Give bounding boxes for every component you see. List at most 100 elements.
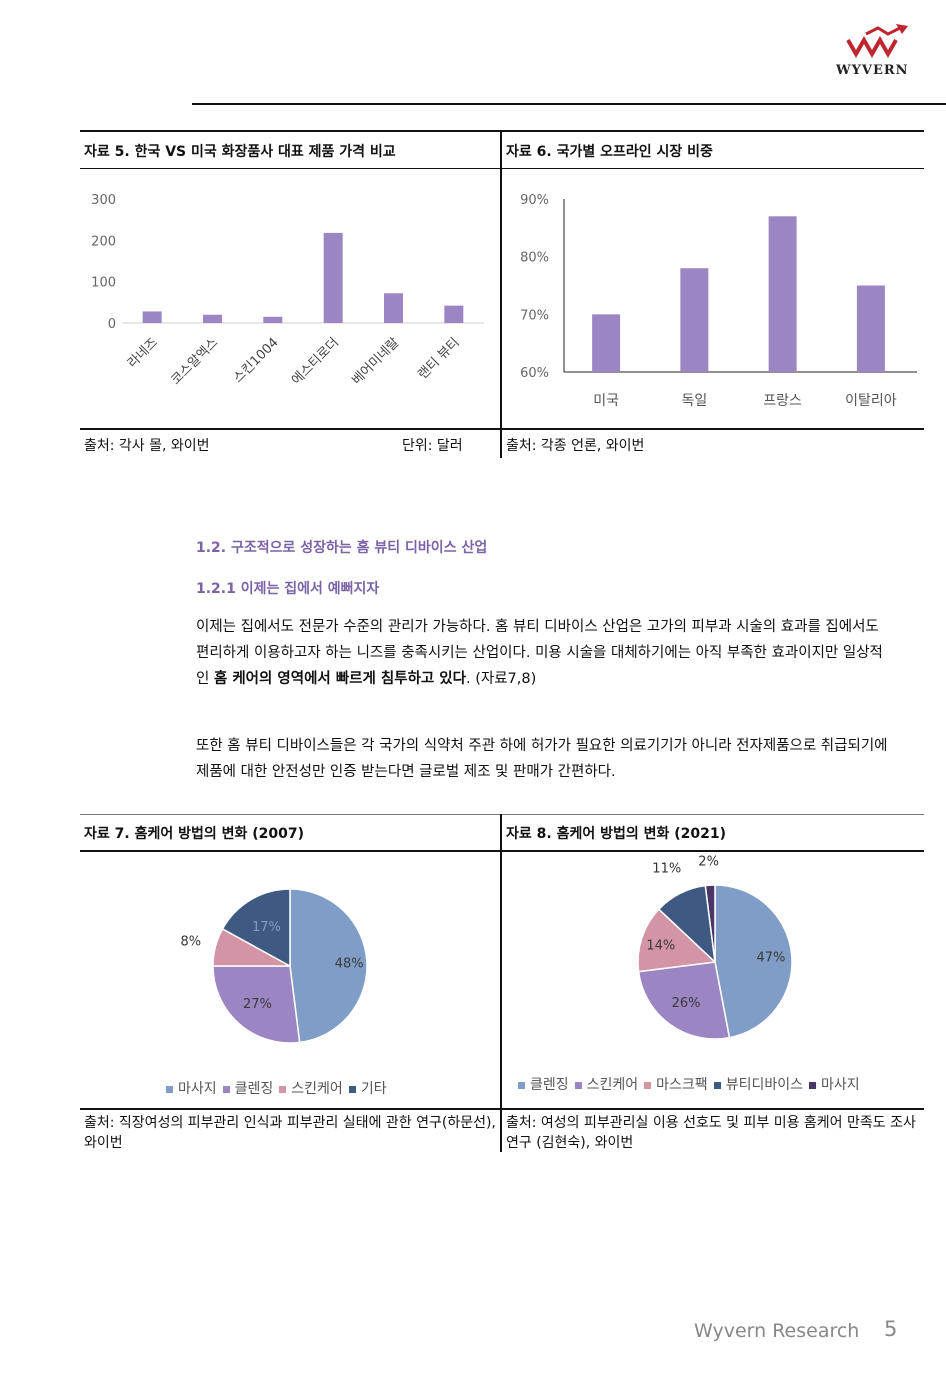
figure6-bar-chart: 60% 70% 80% 90% 미국 독일 프랑스 이탈리아 <box>520 193 917 409</box>
x-tick-label: 독일 <box>681 393 707 409</box>
legend-swatch <box>166 1085 173 1093</box>
figure7-pie-chart: 48% 27% 8% 17% <box>180 888 368 1044</box>
legend-item: 클렌징 <box>222 1081 274 1097</box>
figure7-source: 출처: 직장여성의 피부관리 인식과 피부관리 실태에 관한 연구(하문선), … <box>84 1115 496 1151</box>
wyvern-logo-icon <box>846 24 908 59</box>
slice-label: 8% <box>180 935 201 950</box>
legend-swatch <box>644 1081 652 1089</box>
bar <box>680 268 709 372</box>
y-tick-label: 90% <box>520 193 549 208</box>
legend-item: 마사지 <box>808 1077 860 1093</box>
section-heading: 1.2. 구조적으로 성장하는 홈 뷰티 디바이스 산업 <box>196 540 488 556</box>
legend-swatch <box>279 1085 287 1093</box>
legend-label: 스킨케어 <box>291 1081 343 1097</box>
header-rule <box>192 103 946 105</box>
legend-item: 마사지 <box>166 1081 217 1097</box>
legend-swatch <box>222 1085 230 1093</box>
x-tick-label: 에스티로더 <box>289 335 342 388</box>
y-tick-label: 100 <box>91 276 116 291</box>
legend-label: 마사지 <box>820 1077 860 1093</box>
legend-swatch <box>518 1081 525 1089</box>
legend-label: 마사지 <box>178 1081 217 1097</box>
legend-label: 마스크팩 <box>656 1077 708 1093</box>
legend-label: 뷰티디바이스 <box>725 1077 803 1093</box>
x-tick-label: 베어미네랄 <box>349 335 402 388</box>
footer-brand: Wyvern Research <box>694 1320 860 1342</box>
figure78-top-rule <box>80 814 924 815</box>
legend-item: 스킨케어 <box>574 1077 639 1093</box>
legend-label: 클렌징 <box>530 1077 569 1093</box>
figure-divider <box>500 130 502 458</box>
pie-slice <box>221 888 291 968</box>
legend-label: 클렌징 <box>234 1081 274 1097</box>
x-tick-label: 스킨1004 <box>231 335 282 386</box>
figure5-bar-chart: 0 100 200 300 라네즈 코스알엑스 스킨1004 에스티로더 베어미네랄 랜티 뷰티 <box>91 193 484 388</box>
x-tick-label: 미국 <box>593 393 619 409</box>
paragraph-2: 또한 홈 뷰티 디바이스들은 각 국가의 식약처 주관 하에 허가가 필요한 의… <box>196 738 888 780</box>
slice-label: 26% <box>672 996 701 1011</box>
figure5-unit: 단위: 달러 <box>402 438 463 454</box>
slice-label: 17% <box>252 920 281 935</box>
y-tick-label: 0 <box>108 317 116 332</box>
figure8-pie-chart: 47% 26% 14% 11% 2% <box>637 855 793 1040</box>
figure7-legend: 마사지 클렌징 스킨케어 기타 <box>166 1078 393 1098</box>
bar <box>142 311 162 323</box>
pie-slice <box>212 965 301 1044</box>
x-tick-label: 라네즈 <box>125 335 161 371</box>
y-tick-label: 80% <box>520 251 549 266</box>
paragraph-1-end: . (자료7,8) <box>465 671 537 687</box>
section-subheading: 1.2.1 이제는 집에서 예뻐지자 <box>196 581 380 597</box>
figure78-title-rule <box>80 850 924 852</box>
legend-swatch <box>574 1081 582 1089</box>
page-number: 5 <box>884 1317 898 1341</box>
bar <box>384 293 403 323</box>
figure-title-rule <box>80 168 924 169</box>
x-tick-label: 프랑스 <box>763 393 802 409</box>
figure8-legend: 클렌징 스킨케어 마스크팩 뷰티디바이스 마사지 <box>518 1074 866 1094</box>
legend-swatch <box>808 1081 816 1089</box>
bar <box>203 314 222 323</box>
y-tick-label: 200 <box>91 234 116 249</box>
bar <box>856 285 885 372</box>
slice-label: 27% <box>243 997 272 1012</box>
legend-item: 뷰티디바이스 <box>713 1077 803 1093</box>
figure78-divider <box>500 814 502 1152</box>
legend-label: 기타 <box>360 1081 387 1097</box>
logo-text: WYVERN <box>836 63 909 78</box>
bar <box>592 314 621 372</box>
legend-item: 스킨케어 <box>279 1081 343 1097</box>
figure-bottom-rule <box>80 428 924 430</box>
bar <box>444 305 464 323</box>
paragraph-1: 이제는 집에서도 전문가 수준의 관리가 가능하다. 홈 뷰티 디바이스 산업은… <box>196 614 896 692</box>
y-tick-label: 60% <box>520 366 549 381</box>
pie-slice <box>289 888 368 1044</box>
figure78-bottom-rule <box>80 1108 924 1110</box>
legend-label: 스킨케어 <box>586 1077 639 1093</box>
x-tick-label: 코스알엑스 <box>168 335 221 388</box>
figure5-title: 자료 5. 한국 VS 미국 화장품사 대표 제품 가격 비교 <box>84 144 396 160</box>
figure-top-rule <box>80 130 924 132</box>
pie-slice <box>714 884 793 1039</box>
x-tick-label: 랜티 뷰티 <box>415 335 462 382</box>
legend-item: 클렌징 <box>518 1077 569 1093</box>
y-tick-label: 70% <box>520 308 549 323</box>
figure6-title: 자료 6. 국가별 오프라인 시장 비중 <box>506 144 713 160</box>
slice-label: 14% <box>646 938 675 953</box>
slice-label: 47% <box>757 951 786 966</box>
legend-swatch <box>713 1081 721 1089</box>
x-tick-label: 이탈리아 <box>845 393 897 409</box>
legend-item: 마스크팩 <box>644 1077 708 1093</box>
pie-slice <box>637 961 731 1040</box>
figure5-source: 출처: 각사 몰, 와이번 <box>84 438 210 454</box>
figure8-title: 자료 8. 홈케어 방법의 변화 (2021) <box>506 826 726 842</box>
slice-label: 11% <box>652 861 681 876</box>
paragraph-1-bold: 홈 케어의 영역에서 빠르게 침투하고 있다 <box>213 671 466 687</box>
bar <box>768 216 797 372</box>
y-tick-label: 300 <box>91 193 116 208</box>
bar <box>263 316 283 323</box>
pie-slice <box>704 884 716 963</box>
figure8-source: 출처: 여성의 피부관리실 이용 선호도 및 피부 미용 홈케어 만족도 조사 … <box>506 1115 916 1151</box>
figure7-title: 자료 7. 홈케어 방법의 변화 (2007) <box>84 826 304 842</box>
slice-label: 2% <box>698 855 719 870</box>
bar <box>323 232 343 323</box>
